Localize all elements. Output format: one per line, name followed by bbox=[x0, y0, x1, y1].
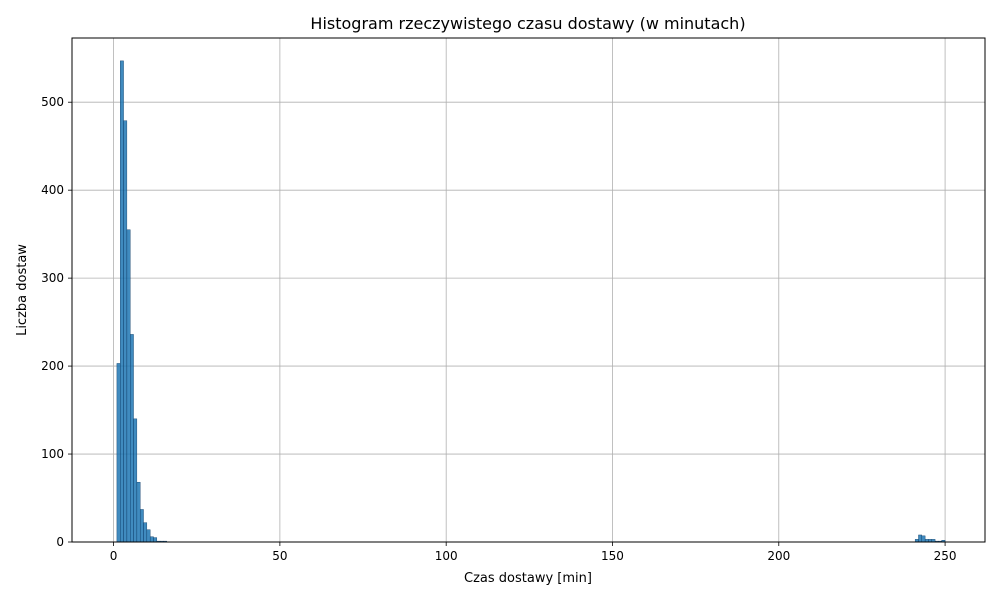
y-tick-label: 500 bbox=[41, 95, 64, 109]
chart-title: Histogram rzeczywistego czasu dostawy (w… bbox=[310, 14, 745, 33]
histogram-bar bbox=[123, 120, 128, 543]
histogram-bar bbox=[120, 60, 124, 543]
x-axis-label: Czas dostawy [min] bbox=[464, 571, 592, 586]
plot-frame bbox=[71, 37, 986, 543]
histogram-bar bbox=[921, 535, 926, 543]
histogram-bar bbox=[146, 529, 151, 543]
x-tick-label: 0 bbox=[110, 549, 118, 563]
y-tick-label: 100 bbox=[41, 447, 64, 461]
y-tick-label: 0 bbox=[56, 535, 64, 549]
histogram-bar bbox=[143, 522, 148, 543]
x-tick-label: 250 bbox=[934, 549, 957, 563]
x-tick-label: 50 bbox=[272, 549, 287, 563]
x-tick-label: 100 bbox=[435, 549, 458, 563]
y-tick-label: 200 bbox=[41, 359, 64, 373]
histogram-bar bbox=[133, 418, 138, 543]
histogram-bars bbox=[116, 60, 946, 543]
histogram-bar bbox=[139, 509, 144, 543]
y-tick-label: 300 bbox=[41, 271, 64, 285]
histogram-bar bbox=[130, 334, 134, 543]
y-axis-ticks: 0 100 200 300 400 500 bbox=[41, 95, 72, 549]
histogram-bar bbox=[136, 481, 141, 543]
y-tick-label: 400 bbox=[41, 183, 64, 197]
histogram-bar bbox=[116, 363, 121, 543]
histogram-bar bbox=[149, 536, 154, 543]
histogram-bar bbox=[126, 229, 131, 543]
histogram-bar bbox=[918, 534, 923, 543]
y-axis-label: Liczba dostaw bbox=[15, 244, 30, 336]
histogram-bar bbox=[153, 537, 158, 543]
grid-lines bbox=[72, 38, 985, 543]
x-tick-label: 200 bbox=[767, 549, 790, 563]
x-tick-label: 150 bbox=[601, 549, 624, 563]
x-axis-ticks: 0 50 100 150 200 250 bbox=[110, 542, 957, 563]
